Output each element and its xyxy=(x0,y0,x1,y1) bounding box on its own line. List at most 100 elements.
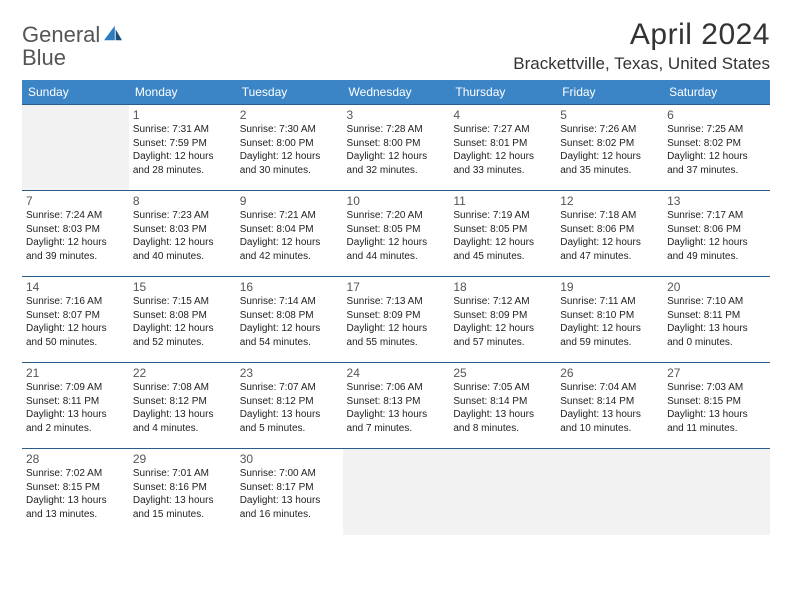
day-cell: 19Sunrise: 7:11 AMSunset: 8:10 PMDayligh… xyxy=(556,277,663,363)
sunset-text: Sunset: 8:09 PM xyxy=(453,309,552,323)
day-cell: 25Sunrise: 7:05 AMSunset: 8:14 PMDayligh… xyxy=(449,363,556,449)
day-cell: 12Sunrise: 7:18 AMSunset: 8:06 PMDayligh… xyxy=(556,191,663,277)
sunrise-text: Sunrise: 7:11 AM xyxy=(560,295,659,309)
daylight-line2: and 47 minutes. xyxy=(560,250,659,264)
day-cell: 13Sunrise: 7:17 AMSunset: 8:06 PMDayligh… xyxy=(663,191,770,277)
daylight-line1: Daylight: 12 hours xyxy=(453,150,552,164)
daylight-line1: Daylight: 12 hours xyxy=(133,322,232,336)
day-info: Sunrise: 7:19 AMSunset: 8:05 PMDaylight:… xyxy=(453,209,552,263)
sunset-text: Sunset: 7:59 PM xyxy=(133,137,232,151)
daylight-line1: Daylight: 12 hours xyxy=(560,150,659,164)
day-cell: 16Sunrise: 7:14 AMSunset: 8:08 PMDayligh… xyxy=(236,277,343,363)
sunset-text: Sunset: 8:07 PM xyxy=(26,309,125,323)
brand-logo: General Blue xyxy=(22,18,124,70)
weekday-header: Thursday xyxy=(449,80,556,105)
day-cell: 23Sunrise: 7:07 AMSunset: 8:12 PMDayligh… xyxy=(236,363,343,449)
daylight-line1: Daylight: 12 hours xyxy=(347,150,446,164)
day-cell: 22Sunrise: 7:08 AMSunset: 8:12 PMDayligh… xyxy=(129,363,236,449)
day-info: Sunrise: 7:13 AMSunset: 8:09 PMDaylight:… xyxy=(347,295,446,349)
day-info: Sunrise: 7:26 AMSunset: 8:02 PMDaylight:… xyxy=(560,123,659,177)
sunrise-text: Sunrise: 7:17 AM xyxy=(667,209,766,223)
day-info: Sunrise: 7:11 AMSunset: 8:10 PMDaylight:… xyxy=(560,295,659,349)
day-info: Sunrise: 7:23 AMSunset: 8:03 PMDaylight:… xyxy=(133,209,232,263)
calendar-row: 7Sunrise: 7:24 AMSunset: 8:03 PMDaylight… xyxy=(22,191,770,277)
sunrise-text: Sunrise: 7:27 AM xyxy=(453,123,552,137)
day-number: 1 xyxy=(133,108,232,122)
sunset-text: Sunset: 8:08 PM xyxy=(240,309,339,323)
daylight-line1: Daylight: 13 hours xyxy=(667,408,766,422)
day-info: Sunrise: 7:00 AMSunset: 8:17 PMDaylight:… xyxy=(240,467,339,521)
weekday-header: Monday xyxy=(129,80,236,105)
day-cell: 30Sunrise: 7:00 AMSunset: 8:17 PMDayligh… xyxy=(236,449,343,535)
daylight-line1: Daylight: 12 hours xyxy=(26,322,125,336)
sunrise-text: Sunrise: 7:20 AM xyxy=(347,209,446,223)
sunset-text: Sunset: 8:13 PM xyxy=(347,395,446,409)
day-cell: 1Sunrise: 7:31 AMSunset: 7:59 PMDaylight… xyxy=(129,105,236,191)
sunrise-text: Sunrise: 7:25 AM xyxy=(667,123,766,137)
daylight-line2: and 50 minutes. xyxy=(26,336,125,350)
day-number: 29 xyxy=(133,452,232,466)
daylight-line2: and 13 minutes. xyxy=(26,508,125,522)
sunset-text: Sunset: 8:17 PM xyxy=(240,481,339,495)
weekday-row: SundayMondayTuesdayWednesdayThursdayFrid… xyxy=(22,80,770,105)
sunrise-text: Sunrise: 7:05 AM xyxy=(453,381,552,395)
daylight-line1: Daylight: 12 hours xyxy=(453,236,552,250)
sunset-text: Sunset: 8:08 PM xyxy=(133,309,232,323)
day-number: 3 xyxy=(347,108,446,122)
day-cell: 26Sunrise: 7:04 AMSunset: 8:14 PMDayligh… xyxy=(556,363,663,449)
sunrise-text: Sunrise: 7:12 AM xyxy=(453,295,552,309)
day-number: 11 xyxy=(453,194,552,208)
day-info: Sunrise: 7:14 AMSunset: 8:08 PMDaylight:… xyxy=(240,295,339,349)
day-number: 22 xyxy=(133,366,232,380)
calendar-body: 1Sunrise: 7:31 AMSunset: 7:59 PMDaylight… xyxy=(22,105,770,535)
sunset-text: Sunset: 8:06 PM xyxy=(560,223,659,237)
sunset-text: Sunset: 8:14 PM xyxy=(453,395,552,409)
sunset-text: Sunset: 8:15 PM xyxy=(667,395,766,409)
day-info: Sunrise: 7:07 AMSunset: 8:12 PMDaylight:… xyxy=(240,381,339,435)
daylight-line1: Daylight: 13 hours xyxy=(240,408,339,422)
daylight-line1: Daylight: 12 hours xyxy=(667,236,766,250)
month-title: April 2024 xyxy=(513,18,770,52)
day-number: 28 xyxy=(26,452,125,466)
sunset-text: Sunset: 8:03 PM xyxy=(26,223,125,237)
day-cell: 21Sunrise: 7:09 AMSunset: 8:11 PMDayligh… xyxy=(22,363,129,449)
day-info: Sunrise: 7:15 AMSunset: 8:08 PMDaylight:… xyxy=(133,295,232,349)
sunrise-text: Sunrise: 7:00 AM xyxy=(240,467,339,481)
calendar-head: SundayMondayTuesdayWednesdayThursdayFrid… xyxy=(22,80,770,105)
sunset-text: Sunset: 8:00 PM xyxy=(347,137,446,151)
sunset-text: Sunset: 8:00 PM xyxy=(240,137,339,151)
calendar-table: SundayMondayTuesdayWednesdayThursdayFrid… xyxy=(22,80,770,535)
daylight-line2: and 54 minutes. xyxy=(240,336,339,350)
day-cell: 10Sunrise: 7:20 AMSunset: 8:05 PMDayligh… xyxy=(343,191,450,277)
day-info: Sunrise: 7:02 AMSunset: 8:15 PMDaylight:… xyxy=(26,467,125,521)
day-number: 16 xyxy=(240,280,339,294)
sunrise-text: Sunrise: 7:04 AM xyxy=(560,381,659,395)
daylight-line2: and 8 minutes. xyxy=(453,422,552,436)
day-info: Sunrise: 7:17 AMSunset: 8:06 PMDaylight:… xyxy=(667,209,766,263)
daylight-line2: and 49 minutes. xyxy=(667,250,766,264)
sail-icon xyxy=(102,24,124,42)
weekday-header: Wednesday xyxy=(343,80,450,105)
daylight-line1: Daylight: 13 hours xyxy=(667,322,766,336)
sunrise-text: Sunrise: 7:03 AM xyxy=(667,381,766,395)
daylight-line2: and 32 minutes. xyxy=(347,164,446,178)
sunset-text: Sunset: 8:09 PM xyxy=(347,309,446,323)
sunrise-text: Sunrise: 7:30 AM xyxy=(240,123,339,137)
daylight-line1: Daylight: 12 hours xyxy=(347,236,446,250)
sunrise-text: Sunrise: 7:19 AM xyxy=(453,209,552,223)
daylight-line2: and 10 minutes. xyxy=(560,422,659,436)
daylight-line1: Daylight: 12 hours xyxy=(240,150,339,164)
day-number: 4 xyxy=(453,108,552,122)
sunset-text: Sunset: 8:12 PM xyxy=(133,395,232,409)
sunrise-text: Sunrise: 7:16 AM xyxy=(26,295,125,309)
topbar: General Blue April 2024 Brackettville, T… xyxy=(22,18,770,74)
daylight-line2: and 4 minutes. xyxy=(133,422,232,436)
day-number: 8 xyxy=(133,194,232,208)
daylight-line1: Daylight: 12 hours xyxy=(26,236,125,250)
daylight-line2: and 44 minutes. xyxy=(347,250,446,264)
day-number: 18 xyxy=(453,280,552,294)
day-cell: 6Sunrise: 7:25 AMSunset: 8:02 PMDaylight… xyxy=(663,105,770,191)
day-cell: 27Sunrise: 7:03 AMSunset: 8:15 PMDayligh… xyxy=(663,363,770,449)
daylight-line1: Daylight: 12 hours xyxy=(560,322,659,336)
day-cell: 11Sunrise: 7:19 AMSunset: 8:05 PMDayligh… xyxy=(449,191,556,277)
